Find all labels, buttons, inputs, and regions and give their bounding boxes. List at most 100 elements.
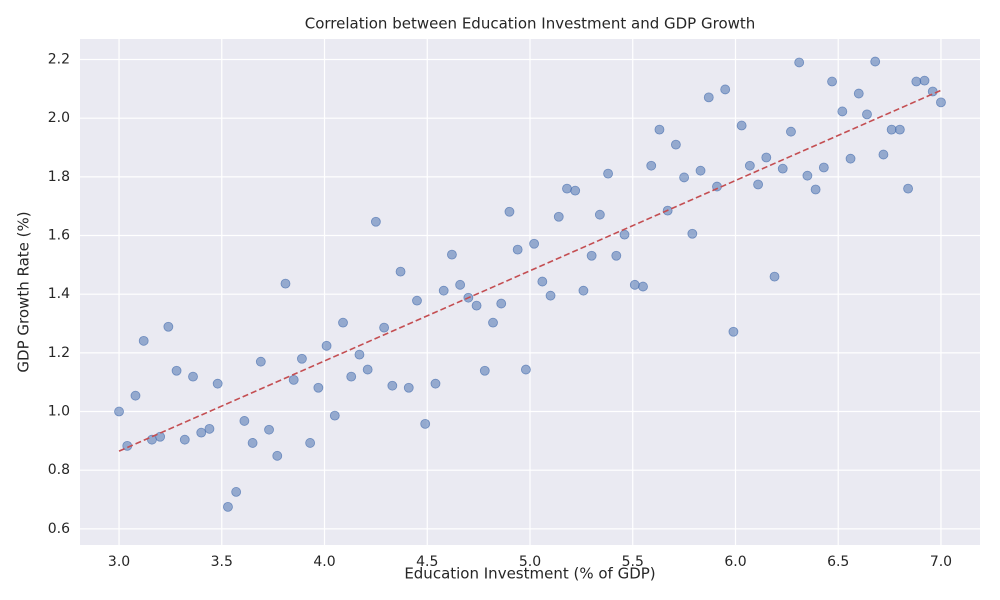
- point: [687, 228, 698, 239]
- y-tick-label: 1.2: [48, 345, 70, 361]
- point: [818, 162, 829, 173]
- point: [894, 124, 905, 135]
- point: [562, 183, 572, 194]
- point: [479, 365, 490, 376]
- point: [179, 434, 190, 445]
- y-tick-label: 1.0: [48, 404, 70, 420]
- point: [736, 120, 747, 131]
- point: [570, 185, 581, 196]
- x-tick-label: 7.0: [930, 554, 952, 570]
- point: [720, 84, 731, 95]
- point: [247, 438, 258, 448]
- y-tick-label: 1.8: [48, 169, 70, 185]
- trend-line: [118, 89, 942, 452]
- x-tick-label: 3.5: [211, 554, 233, 570]
- point: [223, 501, 233, 512]
- x-tick-label: 4.0: [313, 554, 335, 570]
- point: [853, 88, 864, 99]
- point: [403, 382, 414, 393]
- point: [936, 97, 946, 108]
- x-tick-label: 3.0: [108, 554, 130, 570]
- point: [520, 364, 531, 375]
- point: [272, 450, 283, 461]
- point: [313, 382, 324, 393]
- point: [802, 170, 813, 181]
- point: [488, 317, 498, 328]
- point: [420, 418, 431, 429]
- point: [346, 371, 357, 382]
- marks: [114, 56, 946, 512]
- point: [578, 285, 589, 296]
- x-axis-label: Education Investment (% of GDP): [404, 565, 655, 583]
- point: [130, 390, 141, 401]
- point: [753, 179, 763, 190]
- y-tick-label: 2.0: [48, 110, 70, 126]
- point: [288, 374, 299, 385]
- point: [147, 434, 157, 445]
- point: [827, 76, 837, 87]
- grid: [80, 39, 980, 545]
- point: [138, 335, 149, 346]
- point: [728, 326, 739, 337]
- point: [878, 149, 889, 160]
- point: [537, 276, 548, 287]
- point: [886, 124, 897, 135]
- point: [845, 153, 856, 164]
- point: [114, 406, 124, 417]
- point: [670, 139, 681, 150]
- y-tick-label: 0.6: [48, 521, 70, 537]
- point: [654, 124, 665, 135]
- point: [171, 365, 182, 376]
- y-tick-label: 1.4: [48, 286, 70, 302]
- point: [862, 109, 872, 120]
- point: [695, 165, 706, 176]
- point: [529, 238, 540, 249]
- point: [354, 349, 365, 360]
- chart-title: Correlation between Education Investment…: [305, 15, 756, 33]
- point: [919, 75, 930, 86]
- point: [545, 290, 556, 301]
- point: [188, 371, 198, 382]
- point: [619, 229, 630, 240]
- point: [280, 278, 291, 289]
- point: [471, 300, 482, 311]
- point: [496, 298, 507, 309]
- point: [447, 249, 457, 260]
- point: [786, 126, 796, 137]
- point: [837, 106, 848, 117]
- y-axis-label: GDP Growth Rate (%): [15, 211, 33, 372]
- point: [903, 183, 913, 194]
- point: [412, 295, 422, 306]
- point: [703, 92, 714, 103]
- point: [297, 353, 307, 364]
- point: [370, 216, 381, 227]
- point: [504, 206, 515, 217]
- point: [379, 322, 390, 333]
- x-tick-label: 4.5: [416, 554, 438, 570]
- point: [239, 416, 250, 426]
- point: [329, 410, 340, 421]
- point: [911, 76, 922, 87]
- x-tick-label: 5.0: [519, 554, 541, 570]
- point: [338, 317, 348, 328]
- point: [679, 172, 690, 183]
- x-tick-label: 5.5: [622, 554, 644, 570]
- y-tick-label: 1.6: [48, 228, 70, 244]
- point: [362, 364, 373, 375]
- point: [196, 427, 207, 438]
- point: [629, 279, 640, 290]
- point: [264, 424, 274, 435]
- point: [611, 250, 622, 261]
- y-tick-label: 0.8: [48, 462, 70, 478]
- point: [438, 285, 449, 296]
- point: [870, 56, 881, 67]
- point: [255, 356, 266, 367]
- point: [212, 378, 223, 389]
- point: [395, 266, 406, 277]
- point: [512, 244, 523, 255]
- point: [646, 160, 657, 171]
- point: [744, 160, 755, 171]
- point: [231, 487, 242, 497]
- x-tick-label: 6.5: [827, 554, 849, 570]
- point: [387, 380, 398, 391]
